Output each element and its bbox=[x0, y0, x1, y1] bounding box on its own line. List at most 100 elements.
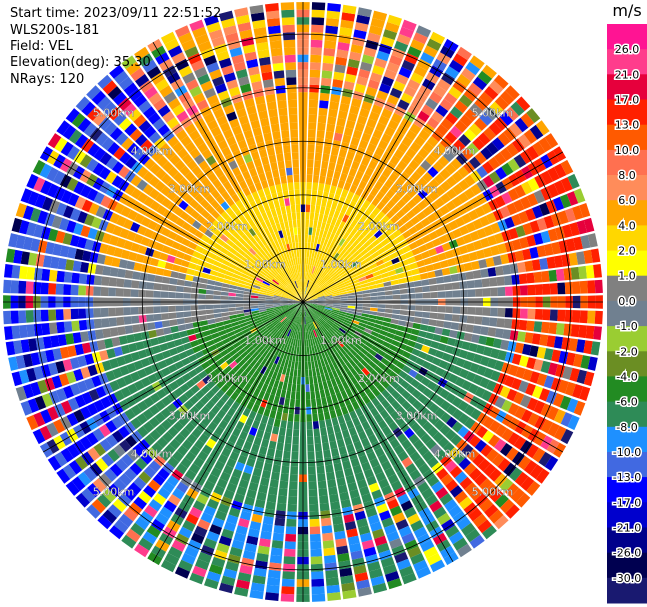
gate bbox=[108, 287, 116, 297]
gate bbox=[137, 349, 148, 359]
gate bbox=[344, 253, 352, 261]
gate bbox=[316, 458, 324, 467]
gate bbox=[123, 508, 138, 522]
gate bbox=[42, 336, 53, 349]
colorbar-tick-label: -26.0 bbox=[613, 547, 641, 560]
gate bbox=[590, 248, 601, 263]
gate bbox=[483, 346, 493, 357]
gate bbox=[294, 323, 298, 332]
gate bbox=[375, 278, 384, 285]
gate bbox=[580, 355, 591, 370]
gate bbox=[146, 282, 155, 290]
gate bbox=[329, 284, 337, 289]
gate bbox=[235, 579, 250, 590]
gate bbox=[285, 286, 293, 293]
gate bbox=[536, 346, 547, 359]
gate bbox=[109, 358, 119, 369]
gate bbox=[190, 384, 200, 395]
gate bbox=[484, 86, 499, 100]
gate bbox=[305, 287, 309, 296]
gate bbox=[370, 407, 379, 417]
gate bbox=[346, 420, 355, 430]
gate bbox=[500, 253, 510, 265]
gate bbox=[253, 317, 262, 322]
gate bbox=[189, 445, 201, 457]
gate bbox=[560, 177, 573, 192]
gate bbox=[300, 279, 302, 288]
gate bbox=[254, 182, 263, 191]
gate bbox=[303, 302, 311, 305]
gate bbox=[377, 349, 386, 357]
gate bbox=[350, 276, 359, 282]
gate bbox=[281, 307, 290, 311]
gate bbox=[314, 310, 322, 316]
gate bbox=[253, 158, 262, 168]
gate bbox=[148, 176, 160, 188]
gate bbox=[52, 348, 63, 361]
gate bbox=[388, 344, 398, 352]
gate bbox=[226, 345, 235, 353]
gate bbox=[468, 251, 478, 262]
gate bbox=[331, 309, 340, 313]
gate bbox=[323, 349, 329, 358]
gate bbox=[487, 327, 497, 337]
gate bbox=[376, 50, 390, 62]
gate bbox=[257, 189, 265, 198]
gate bbox=[142, 408, 154, 421]
gate bbox=[303, 302, 305, 310]
gate bbox=[185, 79, 199, 91]
gate bbox=[293, 227, 298, 235]
gate bbox=[244, 496, 255, 506]
gate bbox=[583, 249, 593, 264]
gate bbox=[245, 177, 254, 187]
gate bbox=[225, 207, 235, 217]
gate bbox=[340, 303, 348, 306]
gate bbox=[505, 143, 519, 157]
gate bbox=[406, 281, 415, 288]
gate bbox=[430, 291, 438, 299]
gate bbox=[362, 376, 371, 385]
gate bbox=[543, 375, 555, 389]
gate bbox=[358, 215, 367, 225]
gate bbox=[324, 265, 331, 273]
gate bbox=[342, 321, 351, 327]
gate bbox=[47, 183, 59, 198]
gate bbox=[361, 100, 373, 111]
gate bbox=[272, 169, 280, 178]
gate bbox=[391, 400, 401, 410]
gate bbox=[411, 348, 421, 357]
gate bbox=[276, 442, 284, 451]
gate bbox=[343, 198, 351, 207]
gate bbox=[381, 108, 393, 119]
gate bbox=[112, 91, 127, 106]
gate bbox=[192, 92, 206, 104]
gate bbox=[272, 131, 281, 140]
gate bbox=[387, 578, 402, 590]
gate bbox=[487, 267, 497, 277]
colorbar-tick-label: -8.0 bbox=[616, 421, 637, 434]
gate bbox=[339, 294, 348, 297]
gate bbox=[273, 138, 282, 147]
gate bbox=[345, 234, 353, 243]
gate bbox=[437, 252, 447, 261]
gate bbox=[285, 428, 293, 437]
gate bbox=[166, 178, 178, 190]
gate bbox=[59, 174, 72, 188]
gate bbox=[265, 3, 279, 12]
gate bbox=[179, 211, 190, 221]
gate bbox=[374, 447, 385, 458]
gate bbox=[102, 328, 112, 339]
colorbar-band bbox=[607, 376, 647, 403]
gate bbox=[169, 213, 179, 224]
ring-label: 3.00km bbox=[169, 410, 211, 423]
gate bbox=[287, 182, 294, 191]
gate bbox=[128, 88, 143, 102]
gate bbox=[339, 248, 347, 257]
gate bbox=[392, 304, 401, 310]
gate bbox=[284, 47, 296, 56]
gate bbox=[139, 272, 148, 281]
gate bbox=[298, 264, 301, 273]
gate bbox=[292, 281, 297, 289]
gate bbox=[292, 257, 296, 266]
gate bbox=[401, 154, 412, 165]
